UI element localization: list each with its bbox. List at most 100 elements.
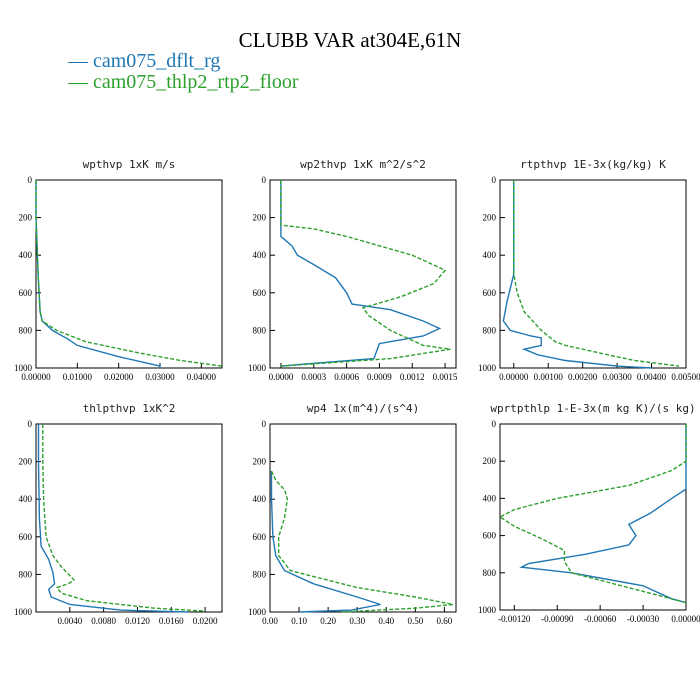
- y-tick-label: 600: [483, 531, 497, 541]
- legend-label-thlp2-floor: cam075_thlp2_rtp2_floor: [93, 71, 299, 93]
- y-tick-label: 400: [253, 250, 267, 260]
- plot-frame: [269, 179, 457, 369]
- y-tick-label: 0: [492, 175, 497, 185]
- x-tick-label: 0.0040: [57, 616, 82, 626]
- x-tick-label: 0.30: [349, 616, 365, 626]
- x-tick-label: 0.0160: [159, 616, 184, 626]
- x-tick-label: 0.0000: [269, 372, 294, 382]
- y-tick-label: 800: [483, 568, 497, 578]
- x-tick-label: 0.20: [320, 616, 336, 626]
- x-tick-label: -0.00030: [627, 614, 660, 624]
- y-tick-label: 800: [19, 325, 33, 335]
- y-tick-label: 200: [253, 213, 267, 223]
- y-tick-label: 1000: [14, 607, 33, 617]
- figure-title: CLUBB VAR at304E,61N: [238, 28, 462, 52]
- y-tick-label: 200: [483, 213, 497, 223]
- subplot-3: rtpthvp 1E-3x(kg/kg) K020040060080010000…: [478, 158, 700, 382]
- x-tick-label: 0.60: [437, 616, 453, 626]
- y-tick-label: 0: [28, 419, 33, 429]
- series-line-thlp2-floor: [513, 180, 680, 367]
- y-tick-label: 400: [19, 250, 33, 260]
- x-tick-label: 0.0003: [301, 372, 326, 382]
- y-tick-label: 800: [253, 569, 267, 579]
- x-tick-label: -0.00120: [498, 614, 531, 624]
- subplot-title: wpthvp 1xK m/s: [83, 158, 176, 171]
- series-line-thlp2-floor: [35, 180, 223, 367]
- series-line-thlp2-floor: [498, 424, 687, 604]
- subplot-title: thlpthvp 1xK^2: [83, 402, 176, 415]
- y-tick-label: 400: [253, 494, 267, 504]
- plot-frame: [499, 179, 687, 369]
- x-tick-label: 0.00000: [671, 614, 700, 624]
- x-tick-label: 0.0009: [367, 372, 392, 382]
- y-tick-label: 1000: [14, 363, 33, 373]
- plot-frame: [499, 423, 687, 611]
- x-tick-label: 0.04000: [187, 372, 217, 382]
- x-tick-label: 0.02000: [104, 372, 134, 382]
- plot-frame: [269, 423, 457, 613]
- legend-item-thlp2-floor: — cam075_thlp2_rtp2_floor: [68, 71, 299, 94]
- series-line-dflt-rg: [270, 471, 381, 613]
- x-tick-label: 0.0012: [400, 372, 425, 382]
- y-tick-label: 400: [483, 493, 497, 503]
- y-tick-label: 200: [253, 457, 267, 467]
- y-tick-label: 0: [492, 419, 497, 429]
- x-tick-label: -0.00090: [541, 614, 574, 624]
- y-tick-label: 0: [28, 175, 33, 185]
- y-tick-label: 800: [483, 325, 497, 335]
- subplot-title: rtpthvp 1E-3x(kg/kg) K: [520, 158, 666, 171]
- x-tick-label: 0.00100: [534, 372, 564, 382]
- legend-label-dflt-rg: cam075_dflt_rg: [93, 50, 221, 72]
- subplot-4: thlpthvp 1xK^2 0 200 400 600 800 1000 0.0040 0.0…: [14, 402, 223, 626]
- y-tick-label: 1000: [478, 363, 497, 373]
- x-tick-label: 0.00: [262, 616, 278, 626]
- y-tick-label: 200: [19, 213, 33, 223]
- y-tick-label: 400: [483, 250, 497, 260]
- y-tick-label: 600: [19, 532, 33, 542]
- legend-line-thlp2-floor: —: [68, 71, 88, 93]
- y-tick-label: 0: [262, 419, 267, 429]
- y-tick-label: 800: [19, 569, 33, 579]
- x-tick-label: 0.0006: [334, 372, 359, 382]
- y-tick-label: 600: [253, 288, 267, 298]
- legend-item-dflt-rg: — cam075_dflt_rg: [68, 50, 220, 73]
- x-tick-label: 0.0200: [193, 616, 218, 626]
- plot-frame: [35, 423, 223, 613]
- x-tick-label: 0.0015: [433, 372, 458, 382]
- series-line-thlp2-floor: [42, 424, 206, 612]
- y-tick-label: 600: [19, 288, 33, 298]
- x-tick-label: 0.0120: [125, 616, 150, 626]
- y-tick-label: 800: [253, 325, 267, 335]
- series-line-dflt-rg: [280, 180, 442, 367]
- y-tick-label: 600: [253, 532, 267, 542]
- y-tick-label: 1000: [478, 605, 497, 615]
- series-line-dflt-rg: [37, 424, 189, 613]
- legend-line-dflt-rg: —: [68, 50, 88, 72]
- x-tick-label: 0.00400: [637, 372, 667, 382]
- x-tick-label: 0.10: [291, 616, 307, 626]
- x-tick-label: 0.40: [378, 616, 394, 626]
- x-tick-label: 0.03000: [145, 372, 175, 382]
- x-tick-label: -0.00060: [584, 614, 617, 624]
- series-line-dflt-rg: [502, 180, 652, 369]
- series-line-thlp2-floor: [280, 180, 451, 367]
- y-tick-label: 200: [19, 457, 33, 467]
- x-tick-label: 0.00200: [568, 372, 598, 382]
- subplot-title: wprtpthlp 1-E-3x(m kg K)/(s kg): [490, 402, 695, 415]
- x-tick-label: 0.00000: [21, 372, 51, 382]
- y-tick-label: 400: [19, 494, 33, 504]
- x-tick-label: 0.0080: [91, 616, 116, 626]
- x-tick-label: 0.00000: [499, 372, 529, 382]
- series-line-dflt-rg: [519, 424, 687, 604]
- y-tick-label: 1000: [248, 363, 267, 373]
- series-line-dflt-rg: [35, 180, 161, 368]
- subplot-6: wprtpthlp 1-E-3x(m kg K)/(s kg) 0 200 400 60…: [478, 402, 700, 624]
- x-tick-label: 0.00300: [602, 372, 632, 382]
- subplot-2: wp2thvp 1xK m^2/s^2020040060080010000.00…: [248, 158, 458, 382]
- plot-frame: [35, 179, 223, 369]
- subplot-title: wp4 1x(m^4)/(s^4): [307, 402, 420, 415]
- y-tick-label: 200: [483, 456, 497, 466]
